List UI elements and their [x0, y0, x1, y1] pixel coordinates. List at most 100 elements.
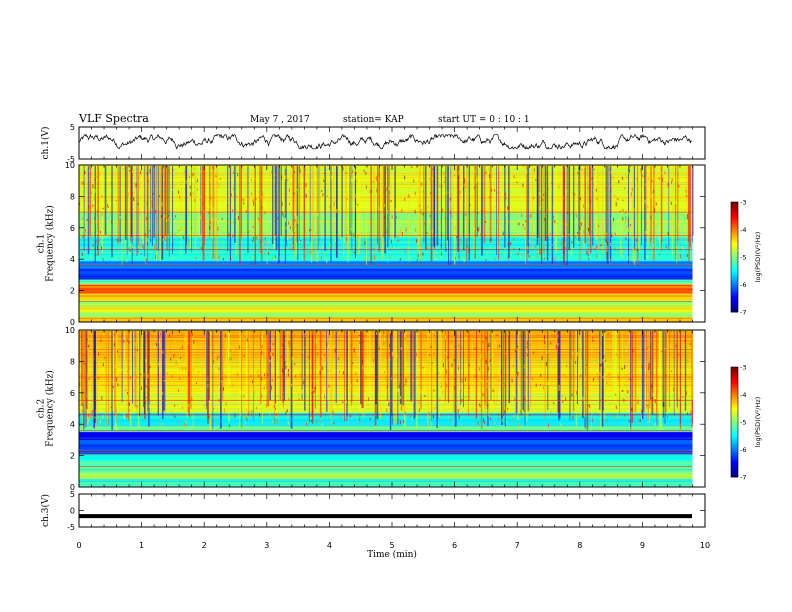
spectrogram-speckle [449, 197, 451, 201]
spectrogram-speckle [611, 188, 613, 191]
spectrogram-speckle [241, 422, 243, 428]
spectrogram-speckle [470, 198, 472, 201]
spectrogram-line [79, 419, 693, 421]
spectrogram-speckle [545, 344, 547, 347]
spectrogram-speckle [653, 189, 655, 193]
spectrogram-speckle [473, 226, 475, 230]
spectrogram-burst [555, 166, 558, 252]
spectrogram-burst [600, 331, 602, 430]
spectrogram-burst [247, 166, 249, 254]
spectrogram-speckle [274, 255, 276, 259]
colorbar-step [731, 407, 738, 410]
spectrogram-burst [416, 331, 418, 430]
spectrogram-line [79, 273, 693, 274]
spectrogram-line [79, 289, 693, 291]
spectrogram-line [79, 305, 693, 306]
spectrogram-burst [619, 331, 620, 414]
spectrogram-speckle [150, 379, 152, 381]
spectrogram-speckle [163, 217, 165, 220]
spectrogram-speckle [582, 204, 584, 208]
spectrogram-speckle [247, 198, 249, 201]
spectrogram-speckle [606, 241, 608, 246]
spectrogram-burst [146, 166, 148, 252]
spectrogram-speckle [310, 391, 312, 395]
spectrogram-speckle [346, 400, 348, 404]
spectrogram-speckle [351, 227, 353, 230]
spectrogram-speckle [175, 215, 177, 218]
spectrogram-speckle [219, 334, 221, 336]
colorbar-tick-label: -7 [740, 309, 746, 317]
spectrogram-burst [131, 166, 133, 238]
spectrogram-line [79, 354, 693, 356]
spectrogram-burst [161, 166, 164, 260]
spectrogram-burst [505, 331, 507, 407]
spectrogram-speckle [176, 192, 178, 196]
spectrogram-speckle [572, 352, 574, 356]
spectrogram-speckle [115, 199, 117, 202]
spectrogram-speckle [691, 331, 693, 334]
spectrogram-speckle [355, 168, 357, 173]
spectrogram-speckle [395, 208, 397, 212]
spectrogram-burst [572, 331, 575, 412]
spectrogram-speckle [469, 215, 471, 219]
spectrogram-speckle [389, 191, 391, 195]
spectrogram-burst [220, 331, 222, 429]
spectrogram-speckle [397, 171, 399, 176]
spectrogram-speckle [577, 184, 579, 186]
spectrogram-speckle [294, 219, 296, 223]
spectrogram-speckle [508, 210, 510, 213]
spectrogram-speckle [469, 338, 471, 341]
spectrogram-speckle [88, 418, 90, 422]
spectrogram-burst [155, 166, 157, 251]
spectrogram-speckle [462, 250, 464, 254]
spectrogram-speckle [397, 236, 399, 238]
spectrogram-speckle [270, 211, 272, 215]
colorbar-step [731, 403, 738, 406]
spectrogram-burst [159, 166, 162, 261]
spectrogram-speckle [314, 180, 316, 185]
spectrogram-speckle [485, 258, 487, 262]
spectrogram-line [79, 435, 693, 437]
spectrogram-speckle [654, 399, 656, 404]
spectrogram-speckle [269, 359, 271, 363]
spectrogram-burst [105, 331, 107, 427]
spectrogram-speckle [82, 406, 84, 410]
spectrogram-burst [84, 331, 86, 403]
spectrogram-speckle [284, 341, 286, 345]
spectrogram-speckle [221, 379, 223, 383]
spectrogram-speckle [571, 359, 573, 364]
spectrogram-speckle [231, 384, 233, 388]
spectrogram-speckle [439, 397, 441, 402]
spectrogram-burst [642, 331, 644, 419]
spectrogram-burst [538, 166, 541, 255]
spectrogram-speckle [340, 405, 342, 410]
spectrogram-speckle [331, 346, 333, 350]
spectrogram-speckle [516, 373, 518, 377]
spectrogram-burst [452, 166, 455, 237]
spectrogram-speckle [116, 363, 118, 366]
spectrogram-speckle [212, 354, 214, 359]
spectrogram-burst [658, 331, 660, 421]
spectrogram-burst [661, 166, 663, 244]
spectrogram-speckle [106, 213, 108, 218]
spectrogram-speckle [444, 352, 446, 355]
spectrogram-speckle [327, 369, 329, 373]
spectrogram-burst [573, 166, 575, 248]
spectrogram-speckle [427, 247, 429, 250]
colorbar-step [731, 244, 738, 247]
spectrogram-speckle [386, 195, 388, 199]
spectrogram-burst [180, 166, 182, 257]
spectrogram-speckle [676, 166, 678, 171]
spectrogram-speckle [512, 418, 514, 422]
spectrogram-burst [582, 331, 584, 419]
spectrogram-speckle [288, 422, 290, 425]
spectrogram-speckle [179, 367, 181, 372]
spectrogram-speckle [627, 226, 629, 230]
spectrogram-speckle [285, 368, 287, 371]
spectrogram-speckle [233, 220, 235, 225]
spectrogram-speckle [639, 221, 641, 224]
ch1-waveform-panel: 5-5ch.1(V) [40, 123, 706, 164]
station-label: station= KAP [343, 115, 404, 125]
spectrogram-burst [394, 331, 396, 425]
spectrogram-burst [274, 331, 277, 404]
